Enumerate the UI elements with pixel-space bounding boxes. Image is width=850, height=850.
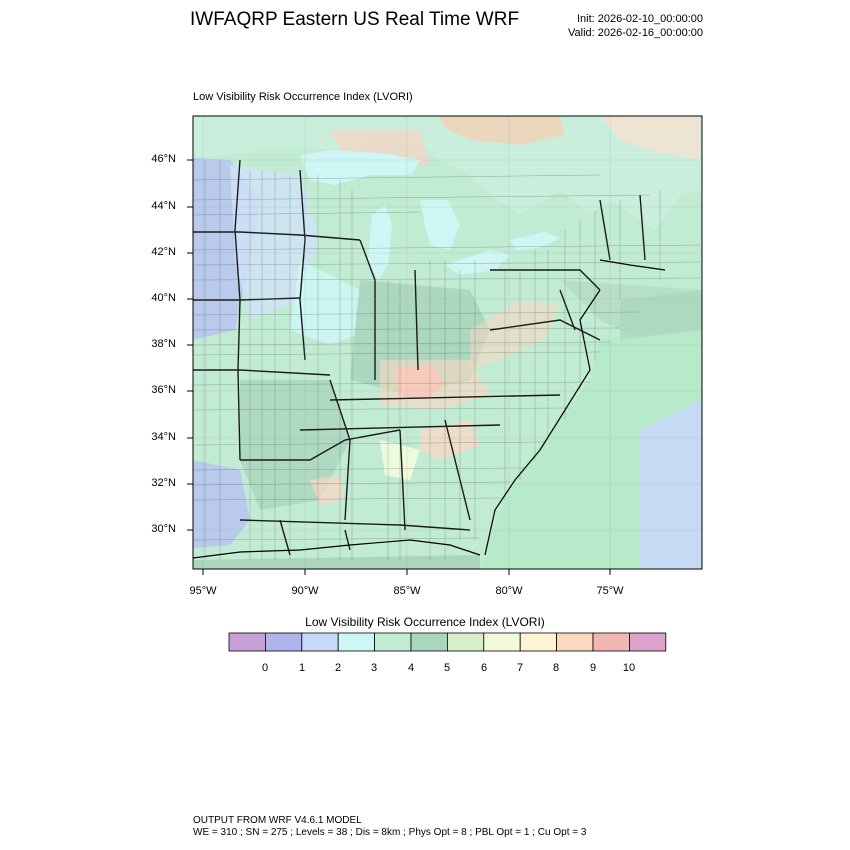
lake-superior (300, 150, 420, 185)
main-title: IWFAQRP Eastern US Real Time WRF (190, 9, 520, 30)
lat-label-36n: 36°N (151, 384, 176, 396)
midwest-cyan-region (290, 260, 370, 345)
colorbar-label-0: 0 (261, 662, 269, 674)
colorbar-swatch-5 (410, 632, 448, 652)
lat-label-38n: 38°N (151, 338, 176, 350)
lower-mississippi-green (240, 380, 350, 510)
colorbar-swatch-11 (629, 632, 667, 652)
gulf-stream-dark (620, 290, 702, 340)
colorbar-label-3: 3 (370, 662, 378, 674)
colorbar-swatch-10 (592, 632, 630, 652)
colorbar-swatch-9 (556, 632, 594, 652)
lon-label-85w: 85°W (393, 585, 421, 597)
lake-ontario (510, 232, 560, 250)
lat-label-46n: 46°N (151, 153, 176, 165)
canada-land (193, 116, 702, 230)
colorbar-label-7: 7 (516, 662, 524, 674)
canada-east-patch (600, 116, 700, 160)
lat-label-42n: 42°N (151, 246, 176, 258)
valid-time: Valid: 2026-02-16_00:00:00 (568, 27, 703, 39)
lake-michigan (368, 205, 392, 280)
map-frame (192, 115, 703, 570)
appalachian-orange-patch (470, 300, 560, 370)
colorbar-swatch-3 (337, 632, 376, 652)
lon-label-90w: 90°W (291, 585, 319, 597)
lat-label-32n: 32°N (151, 477, 176, 489)
colorbar-title: Low Visibility Risk Occurrence Index (LV… (305, 615, 545, 629)
map-field (193, 116, 702, 569)
lat-label-40n: 40°N (151, 292, 176, 304)
colorbar-label-4: 4 (407, 662, 415, 674)
lake-huron (420, 200, 460, 250)
colorbar-swatch-4 (374, 632, 412, 652)
gulf-of-mexico (193, 555, 480, 569)
colorbar-label-10: 10 (622, 662, 636, 674)
colorbar-swatch-8 (519, 632, 558, 652)
canada-warm-patch (440, 116, 565, 145)
axis-ticks (187, 159, 611, 575)
atlantic-blue-region (640, 400, 702, 569)
lat-label-30n: 30°N (151, 523, 176, 535)
texas-blue-region (193, 460, 250, 548)
colorbar-label-9: 9 (589, 662, 597, 674)
lon-label-75w: 75°W (596, 585, 624, 597)
lake-erie (445, 250, 510, 275)
footer-model-line: OUTPUT FROM WRF V4.6.1 MODEL (193, 815, 362, 826)
colorbar-swatch-6 (446, 632, 485, 652)
init-time: Init: 2026-02-10_00:00:00 (577, 13, 703, 25)
colorbar-swatch-1 (264, 632, 303, 652)
colorbar-label-6: 6 (480, 662, 488, 674)
footer-config-line: WE = 310 ; SN = 275 ; Levels = 38 ; Dis … (193, 827, 587, 838)
colorbar-label-1: 1 (298, 662, 306, 674)
colorbar-swatch-7 (483, 632, 521, 652)
colorbar-label-8: 8 (552, 662, 560, 674)
mississippi-orange-patch (310, 475, 345, 505)
lat-label-44n: 44°N (151, 200, 176, 212)
colorbar (228, 632, 667, 652)
lon-label-80w: 80°W (495, 585, 523, 597)
graticule (193, 116, 702, 569)
lat-label-34n: 34°N (151, 431, 176, 443)
colorbar-label-2: 2 (334, 662, 342, 674)
colorbar-swatch-0 (228, 632, 266, 652)
canada-pink-patch (330, 130, 430, 165)
county-boundaries (193, 160, 701, 560)
lon-label-95w: 95°W (189, 585, 217, 597)
map-title: Low Visibility Risk Occurrence Index (LV… (193, 91, 413, 103)
colorbar-label-5: 5 (443, 662, 451, 674)
colorbar-swatch-2 (301, 632, 339, 652)
